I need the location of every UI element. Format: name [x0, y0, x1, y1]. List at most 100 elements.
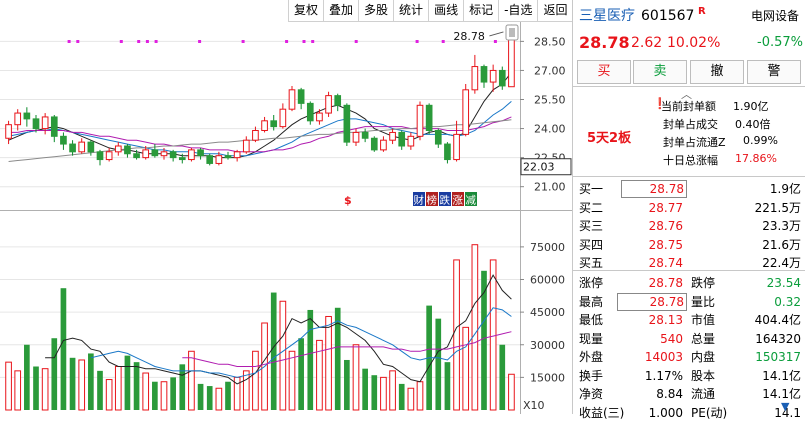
panel-divider	[0, 210, 572, 211]
stat-label: 净资	[579, 387, 604, 401]
stock-name[interactable]: 三星医疗	[579, 8, 635, 24]
stat-value: 28.78	[648, 276, 683, 290]
candle-body	[224, 155, 232, 159]
stock-header: 三星医疗 601567 R 电网设备	[573, 6, 805, 26]
event-tag-bg	[452, 192, 464, 206]
signal-dot	[119, 40, 123, 43]
r-badge: R	[698, 6, 706, 17]
cancel-order-button[interactable]: 撤	[690, 60, 744, 84]
volume-bar	[316, 339, 323, 411]
collapse-chevron-icon[interactable]: ︿	[681, 88, 692, 101]
kline-chart[interactable]: 28.5027.0025.5024.0022.5021.007500060000…	[0, 0, 572, 414]
orderbook-volume: 22.4万	[762, 256, 801, 270]
volume-bar	[105, 379, 113, 411]
orderbook-volume: 1.9亿	[769, 182, 801, 196]
price-tick-label: 24.00	[534, 123, 566, 136]
kline-chart-area[interactable]: 28.50 27.00 25.50 24.00 22.50 21.00 75000 60000…	[0, 0, 572, 414]
toolbar-btn-2[interactable]: 多股	[358, 0, 394, 22]
candle-body	[178, 157, 186, 161]
volume-bar	[389, 370, 396, 411]
stat-value: 14003	[644, 350, 683, 364]
orderbook-label: 买四	[579, 237, 604, 252]
orderbook-row[interactable]: 买一 28.78 1.9亿	[573, 180, 805, 198]
volume-bar	[416, 381, 424, 411]
candle-body	[151, 149, 159, 157]
candle-body	[169, 151, 177, 159]
candle-body	[480, 66, 488, 83]
event-tag: 减	[466, 195, 477, 207]
stat-value: 164320	[755, 331, 801, 346]
seal-value-3: 17.86%	[735, 152, 777, 165]
candle-body	[370, 137, 378, 151]
news-flag-icon: $	[344, 194, 352, 207]
toolbar-btn-7[interactable]: 返回	[537, 0, 573, 22]
volume-bar	[398, 383, 405, 410]
signal-dot	[145, 40, 149, 43]
candle-body	[361, 131, 369, 139]
volume-bar	[114, 366, 122, 411]
toolbar-btn-0[interactable]: 复权	[288, 0, 324, 22]
event-tag-bg	[413, 192, 425, 206]
orderbook-row[interactable]: 买二 28.77 221.5万	[573, 199, 805, 217]
stat-value: 150317	[755, 350, 801, 364]
alert-button[interactable]: 警	[747, 60, 801, 84]
candle-body	[114, 145, 122, 153]
candle-body	[380, 139, 387, 151]
toolbar-btn-5[interactable]: 标记	[463, 0, 499, 22]
quote-panel: 三星医疗 601567 R 电网设备 28.78 2.62 10.02% -0.…	[572, 0, 805, 420]
scroll-down-icon[interactable]: ▼	[781, 400, 790, 413]
price-cursor-box	[520, 158, 572, 176]
last-price: 28.78	[579, 33, 630, 52]
volume-bar	[462, 326, 470, 411]
candle-body	[325, 95, 332, 114]
stat-label: 流通	[691, 387, 716, 401]
stat-value: 28.78	[617, 292, 687, 311]
candle-body	[425, 104, 433, 131]
signal-dot	[285, 40, 289, 43]
stat-value: 8.84	[656, 387, 683, 401]
orderbook-volume: 21.6万	[762, 237, 801, 252]
volume-bar	[179, 364, 186, 410]
stats-row: 最低 28.13 市值 404.4亿	[573, 311, 805, 329]
sell-button[interactable]: 卖	[633, 60, 687, 84]
orderbook-row[interactable]: 买五 28.74 22.4万	[573, 254, 805, 272]
stat-value: 1.000	[648, 405, 683, 420]
orderbook-row[interactable]: 买四 28.75 21.6万	[573, 236, 805, 254]
buy-button[interactable]: 买	[577, 60, 631, 84]
toolbar-btn-3[interactable]: 统计	[393, 0, 429, 22]
volume-bar	[142, 372, 150, 411]
candle-body	[41, 116, 49, 130]
toolbar-btn-1[interactable]: 叠加	[323, 0, 359, 22]
stat-label: 股本	[691, 368, 716, 383]
candle-body	[87, 141, 95, 153]
candle-body	[444, 143, 451, 161]
event-tag: 涨	[453, 195, 464, 207]
candle-body	[407, 135, 415, 147]
orderbook-row[interactable]: 买三 28.76 23.3万	[573, 217, 805, 235]
volume-bar	[508, 373, 515, 411]
candle-body	[233, 151, 241, 159]
orderbook-price: 28.74	[648, 256, 683, 270]
seal-label-2: 封单占流通Z	[663, 136, 726, 149]
candle-body	[133, 153, 140, 159]
stat-value: 0.32	[774, 294, 801, 309]
toolbar-btn-6[interactable]: -自选	[498, 0, 538, 22]
volume-bar	[14, 370, 22, 411]
seal-label-1: 封单占成交	[663, 118, 718, 131]
orderbook-volume: 23.3万	[762, 219, 801, 233]
toolbar-btn-4[interactable]: 画线	[428, 0, 464, 22]
volume-bar	[499, 344, 506, 410]
orderbook-price: 28.78	[621, 180, 687, 198]
candle-body	[60, 135, 67, 145]
volume-bar	[453, 259, 460, 411]
volume-bar	[133, 362, 140, 410]
event-tag: 榜	[427, 194, 438, 207]
signal-dot	[493, 40, 497, 43]
stat-label: PE(动)	[691, 405, 728, 420]
orderbook-label: 买五	[579, 256, 604, 270]
volume-bar	[170, 377, 176, 410]
industry-name[interactable]: 电网设备	[751, 9, 800, 23]
candle-body	[498, 69, 506, 87]
signal-dot	[415, 40, 419, 43]
signal-dot	[241, 40, 245, 43]
